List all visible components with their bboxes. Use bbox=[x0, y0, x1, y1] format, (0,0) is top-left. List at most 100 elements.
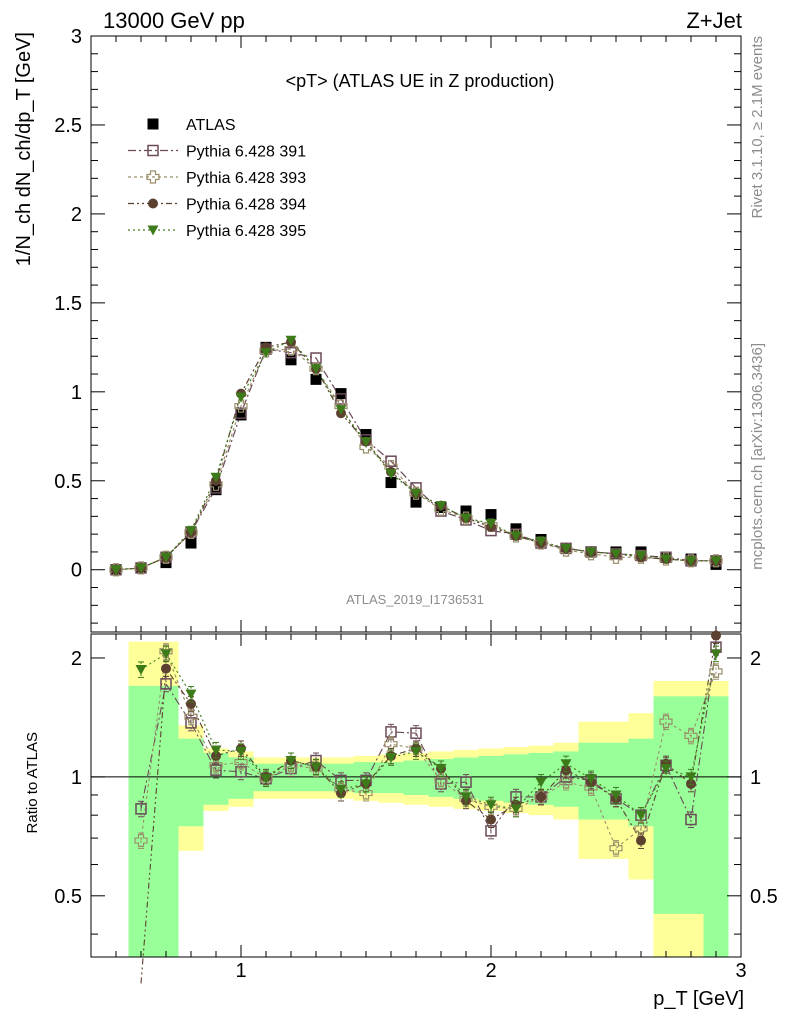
x-tick-label: 2 bbox=[485, 960, 496, 982]
data-point bbox=[635, 550, 647, 561]
y-tick-label: 0 bbox=[71, 560, 82, 582]
ratio-point bbox=[360, 779, 372, 790]
ratio-point bbox=[260, 774, 272, 785]
ratio-point bbox=[659, 715, 673, 729]
data-point bbox=[235, 409, 247, 421]
ratio-point bbox=[710, 649, 722, 660]
legend-marker bbox=[147, 144, 159, 157]
legend-label: Pythia 6.428 393 bbox=[186, 170, 306, 187]
analysis-id-label: ATLAS_2019_I1736531 bbox=[346, 592, 484, 607]
data-point bbox=[485, 518, 497, 529]
data-point bbox=[235, 407, 247, 419]
data-point bbox=[560, 543, 572, 554]
data-point bbox=[185, 537, 197, 549]
ratio-point bbox=[134, 833, 148, 848]
ratio-point bbox=[686, 778, 696, 789]
series-line-3 bbox=[115, 341, 716, 571]
ratio-point bbox=[335, 784, 347, 795]
data-point bbox=[385, 469, 397, 480]
ratio-point bbox=[660, 764, 672, 775]
axis-ticks: 1 2 3 0 0.5 1 1.5 2 2.5 3 0.5 0.5 1 1 2 2 bbox=[54, 26, 778, 982]
ratio-point bbox=[434, 773, 448, 787]
ratio-point bbox=[486, 814, 496, 825]
ratio-y-tick-label-right: 2 bbox=[750, 648, 761, 670]
series-curves bbox=[115, 339, 717, 984]
ratio-point bbox=[561, 765, 571, 776]
ratio-point bbox=[685, 813, 697, 826]
data-point bbox=[510, 531, 522, 542]
ratio-point bbox=[711, 630, 721, 641]
ratio-y-tick-label: 2 bbox=[71, 648, 82, 670]
ratio-point bbox=[560, 759, 572, 770]
ratio-point bbox=[210, 745, 222, 756]
data-point bbox=[135, 563, 147, 574]
data-point bbox=[285, 335, 297, 346]
data-point bbox=[410, 488, 422, 499]
data-point bbox=[335, 393, 347, 405]
ratio-point bbox=[385, 752, 397, 763]
y-tick-label: 2.5 bbox=[54, 115, 82, 137]
ratio-point bbox=[460, 776, 472, 788]
y-tick-label: 1.5 bbox=[54, 293, 82, 315]
data-point bbox=[460, 513, 472, 524]
y-axis-label-upper: 1/N_ch dN_ch/dp_T [GeV] bbox=[13, 32, 35, 266]
legend-label: ATLAS bbox=[186, 117, 236, 134]
ratio-point bbox=[709, 664, 723, 678]
data-point bbox=[385, 477, 397, 489]
data-point bbox=[310, 364, 322, 375]
data-point bbox=[234, 399, 248, 413]
data-point bbox=[410, 496, 422, 508]
ratio-point bbox=[485, 800, 497, 811]
ratio-point bbox=[410, 727, 422, 739]
process-label: Z+Jet bbox=[686, 8, 742, 33]
ratio-band-inner bbox=[178, 738, 204, 827]
data-point bbox=[710, 556, 722, 567]
data-point bbox=[585, 547, 597, 558]
ratio-band-inner bbox=[403, 760, 429, 795]
ratio-point bbox=[135, 665, 147, 676]
y-tick-label: 2 bbox=[71, 204, 82, 226]
data-point bbox=[435, 501, 447, 512]
legend-marker bbox=[146, 170, 160, 184]
ratio-point bbox=[685, 772, 697, 783]
legend-label: Pythia 6.428 395 bbox=[186, 223, 306, 240]
ratio-point bbox=[559, 775, 573, 789]
y-tick-label: 1 bbox=[71, 382, 82, 404]
data-point bbox=[310, 373, 322, 385]
ratio-point bbox=[135, 803, 147, 815]
y-axis-label-lower: Ratio to ATLAS bbox=[24, 732, 41, 833]
ratio-point bbox=[684, 729, 698, 743]
ratio-point bbox=[159, 644, 173, 658]
data-point bbox=[685, 556, 697, 567]
ratio-point bbox=[585, 774, 597, 785]
ratio-y-tick-label: 0.5 bbox=[54, 886, 82, 908]
ratio-point bbox=[160, 678, 172, 690]
ratio-band-inner bbox=[378, 762, 404, 794]
legend-marker bbox=[147, 225, 159, 236]
legend-label: Pythia 6.428 391 bbox=[186, 144, 306, 161]
series-line-4 bbox=[115, 339, 716, 571]
ratio-band-inner bbox=[278, 763, 304, 792]
ratio-point bbox=[634, 821, 648, 836]
ratio-point bbox=[160, 649, 172, 660]
ratio-point bbox=[210, 764, 222, 776]
legend-marker bbox=[147, 118, 159, 130]
ratio-point bbox=[161, 663, 171, 674]
legend-label: Pythia 6.428 394 bbox=[186, 197, 306, 214]
data-point bbox=[460, 505, 472, 517]
x-tick-label: 3 bbox=[735, 960, 746, 982]
data-point bbox=[360, 437, 372, 448]
series-line-1 bbox=[115, 348, 716, 571]
data-point bbox=[210, 472, 222, 483]
ratio-band-inner bbox=[653, 696, 679, 914]
data-point bbox=[385, 455, 397, 467]
ratio-point bbox=[410, 746, 422, 757]
ratio-y-tick-label-right: 1 bbox=[750, 767, 761, 789]
ratio-point bbox=[184, 710, 198, 724]
data-point bbox=[335, 405, 347, 416]
data-point bbox=[284, 342, 298, 356]
data-point bbox=[160, 552, 172, 563]
ratio-point bbox=[435, 778, 447, 790]
data-point bbox=[610, 549, 622, 560]
